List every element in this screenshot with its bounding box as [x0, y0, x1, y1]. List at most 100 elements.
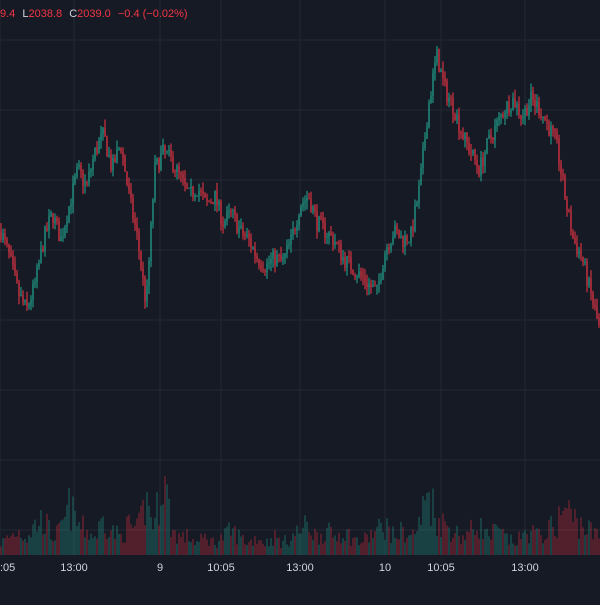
- volume-bar: [306, 521, 308, 555]
- candle-body: [480, 157, 482, 176]
- candle-body: [314, 206, 316, 212]
- volume-bar: [284, 535, 286, 555]
- volume-bar: [562, 510, 564, 555]
- candle-body: [50, 212, 52, 217]
- volume-bar: [204, 533, 206, 555]
- candle-body: [390, 243, 392, 250]
- candle-body: [178, 165, 180, 173]
- volume-bar: [392, 526, 394, 555]
- candle-body: [196, 195, 198, 197]
- volume-bar: [228, 522, 230, 555]
- volume-bar: [588, 520, 590, 555]
- candle-body: [552, 126, 554, 131]
- volume-bar: [78, 522, 80, 555]
- volume-bar: [330, 526, 332, 555]
- candle-body: [594, 304, 596, 308]
- candle-body: [440, 69, 442, 73]
- candle-body: [526, 107, 528, 116]
- volume-bar: [514, 545, 516, 555]
- legend-close-label: C: [69, 8, 78, 20]
- candle-body: [486, 138, 488, 154]
- volume-bar: [134, 525, 136, 555]
- volume-bar: [320, 533, 322, 555]
- volume-bar: [464, 540, 466, 555]
- volume-bar: [160, 505, 162, 555]
- x-tick-label: 10:05: [207, 562, 235, 574]
- candle-body: [122, 151, 124, 158]
- candle-body: [318, 216, 320, 231]
- candle-body: [252, 247, 254, 249]
- legend-low-value: 2038.8: [28, 8, 63, 20]
- volume-bar: [486, 528, 488, 555]
- candle-body: [166, 151, 168, 153]
- volume-bar: [364, 532, 366, 555]
- candle-body: [80, 165, 82, 172]
- candle-body: [472, 149, 474, 154]
- candle-body: [182, 174, 184, 179]
- candle-body: [56, 217, 58, 222]
- candle-body: [478, 166, 480, 176]
- volume-bar: [58, 522, 60, 555]
- x-tick-label: 13:00: [286, 562, 314, 574]
- volume-bar: [372, 538, 374, 555]
- volume-bar: [468, 531, 470, 555]
- volume-bar: [36, 531, 38, 555]
- volume-bar: [596, 528, 598, 555]
- candle-body: [528, 105, 530, 116]
- candle-body: [346, 256, 348, 268]
- volume-bar: [512, 543, 514, 555]
- volume-bar: [140, 505, 142, 555]
- candle-body: [514, 98, 516, 108]
- candle-body: [554, 130, 556, 132]
- candle-body: [424, 138, 426, 148]
- candle-body: [330, 232, 332, 235]
- candle-body: [512, 98, 514, 111]
- volume-bar: [180, 536, 182, 555]
- candle-body: [304, 200, 306, 203]
- volume-bar: [572, 522, 574, 555]
- volume-bar: [362, 542, 364, 555]
- volume-bar: [0, 546, 2, 555]
- volume-bar: [398, 539, 400, 555]
- volume-bar: [424, 500, 426, 555]
- x-tick-label: 13:00: [511, 562, 539, 574]
- volume-bar: [394, 537, 396, 555]
- candle-body: [522, 117, 524, 119]
- candle-body: [148, 261, 150, 287]
- candle-body: [408, 241, 410, 243]
- volume-bar: [122, 542, 124, 555]
- volume-bar: [12, 532, 14, 555]
- volume-bar: [528, 543, 530, 555]
- volume-bar: [344, 540, 346, 555]
- volume-bar: [94, 536, 96, 555]
- volume-bar: [322, 543, 324, 555]
- candle-body: [326, 236, 328, 238]
- candle-body: [294, 229, 296, 231]
- candle-body: [566, 199, 568, 210]
- candle-body: [88, 171, 90, 183]
- volume-bar: [472, 529, 474, 555]
- volume-bar: [178, 532, 180, 555]
- candle-body: [358, 271, 360, 277]
- volume-bar: [418, 516, 420, 555]
- candle-body: [266, 263, 268, 273]
- candle-body: [368, 283, 370, 288]
- candle-body: [404, 235, 406, 248]
- candle-body: [220, 201, 222, 225]
- candle-body: [262, 268, 264, 271]
- volume-bar: [440, 537, 442, 555]
- volume-bar: [244, 544, 246, 555]
- candle-body: [40, 248, 42, 263]
- volume-bar: [314, 528, 316, 555]
- candle-body: [476, 159, 478, 167]
- volume-bar: [598, 538, 600, 555]
- candle-body: [286, 245, 288, 254]
- candle-body: [384, 253, 386, 269]
- volume-bar: [2, 538, 4, 555]
- volume-bar: [216, 547, 218, 555]
- candle-body: [596, 307, 598, 319]
- volume-bar: [80, 529, 82, 555]
- volume-bar: [546, 538, 548, 555]
